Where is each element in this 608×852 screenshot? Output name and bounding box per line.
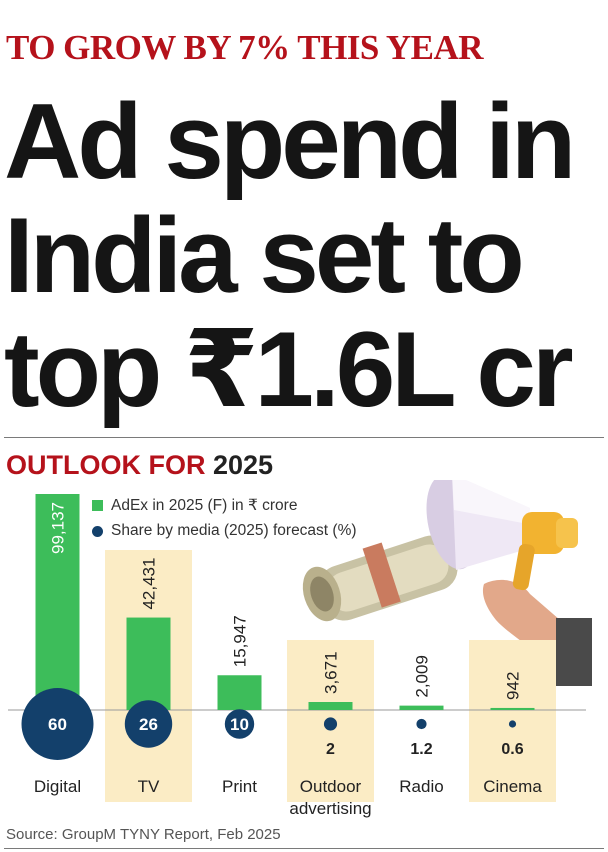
bar-value-label: 2,009 [413, 655, 432, 698]
bar [308, 702, 353, 710]
share-label: 1.2 [410, 741, 432, 758]
kicker: TO GROW BY 7% THIS YEAR [6, 28, 484, 67]
category-label: Cinema [483, 777, 542, 796]
legend-item-adex: AdEx in 2025 (F) in ₹ crore [92, 492, 357, 518]
hand-icon [482, 579, 592, 686]
bottom-divider [4, 848, 604, 849]
source-note: Source: GroupM TYNY Report, Feb 2025 [6, 826, 281, 843]
megaphone-cash-illustration [302, 480, 592, 686]
category-label: Outdoor [300, 777, 362, 796]
top-divider [4, 437, 604, 438]
bar [126, 617, 171, 710]
bar [399, 705, 444, 710]
bar-value-label: 942 [504, 672, 523, 700]
category-label: advertising [289, 799, 371, 818]
share-label: 26 [139, 715, 158, 734]
bar [35, 494, 80, 710]
share-dot [323, 717, 338, 731]
bar-value-label: 3,671 [322, 651, 341, 694]
share-dot [508, 720, 517, 728]
legend: AdEx in 2025 (F) in ₹ crore Share by med… [92, 492, 357, 544]
share-label: 2 [326, 741, 335, 758]
chart-title-prefix: OUTLOOK FOR [6, 450, 206, 480]
share-dot [416, 718, 427, 730]
bar-value-label: 15,947 [231, 615, 250, 667]
bar [217, 675, 262, 710]
legend-dot-swatch [92, 525, 103, 537]
category-label: Radio [399, 777, 443, 796]
category-label: TV [138, 777, 160, 796]
chart-title: OUTLOOK FOR 2025 [6, 450, 273, 481]
legend-bar-swatch [92, 499, 103, 511]
money-roll-icon [302, 535, 458, 622]
chart-area: 99,137 60 Digital 42,431 26 TV 15,947 10 Print 3,… [8, 480, 592, 818]
share-label: 0.6 [501, 741, 523, 758]
category-label: Digital [34, 777, 81, 796]
bar-value-label: 42,431 [140, 558, 159, 610]
share-label: 60 [48, 715, 67, 734]
headline-line-1: Ad spend in [4, 81, 576, 201]
share-dot [21, 688, 94, 760]
legend-bar-label: AdEx in 2025 (F) in ₹ crore [111, 496, 298, 514]
chart-title-year: 2025 [213, 450, 274, 480]
headline: Ad spend in India set to top ₹1.6L cr [4, 84, 604, 426]
share-dot [224, 709, 255, 739]
share-dot [124, 700, 173, 748]
bar-value-label: 99,137 [49, 502, 68, 554]
megaphone-icon [426, 480, 578, 591]
category-label: Print [222, 777, 257, 796]
share-label: 10 [230, 715, 249, 734]
legend-item-share: Share by media (2025) forecast (%) [92, 518, 357, 544]
legend-dot-label: Share by media (2025) forecast (%) [111, 522, 357, 539]
headline-line-2: India set to [4, 195, 525, 315]
bar [490, 707, 535, 710]
plot: 99,137 60 Digital 42,431 26 TV 15,947 10 Print 3,… [8, 494, 586, 818]
headline-line-3: top ₹1.6L cr [4, 309, 574, 429]
